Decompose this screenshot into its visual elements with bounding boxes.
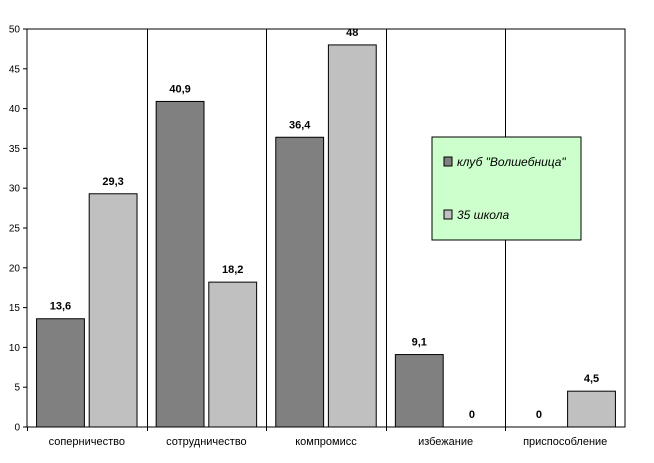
y-tick-label: 40 bbox=[9, 104, 21, 115]
y-tick-label: 0 bbox=[14, 423, 20, 434]
bar bbox=[275, 136, 325, 428]
data-label: 0 bbox=[469, 409, 475, 421]
data-label: 18,2 bbox=[222, 264, 243, 276]
bar bbox=[155, 100, 205, 428]
y-tick-label: 45 bbox=[9, 64, 21, 75]
x-tick-label: сотрудничество bbox=[166, 436, 247, 448]
data-label: 40,9 bbox=[169, 83, 190, 95]
bar bbox=[208, 281, 258, 428]
legend-swatch bbox=[443, 209, 453, 220]
data-label: 48 bbox=[346, 27, 358, 39]
legend: клуб "Волшебница" 35 школа bbox=[431, 136, 582, 241]
bars bbox=[36, 44, 616, 428]
data-label: 4,5 bbox=[584, 373, 599, 385]
y-axis: 0 5 10 15 20 25 30 35 40 45 50 bbox=[9, 25, 27, 434]
data-label: 9,1 bbox=[412, 337, 427, 349]
x-tick-label: избежание bbox=[418, 436, 473, 448]
y-tick-label: 25 bbox=[9, 224, 21, 235]
data-label: 0 bbox=[536, 409, 542, 421]
x-tick-label: приспособление bbox=[523, 436, 607, 448]
y-tick-label: 15 bbox=[9, 303, 21, 314]
x-tick-label: компромисс bbox=[295, 436, 357, 448]
y-tick-label: 30 bbox=[9, 184, 21, 195]
data-label: 36,4 bbox=[289, 119, 311, 131]
bar bbox=[394, 354, 444, 428]
data-label: 13,6 bbox=[50, 301, 71, 313]
x-axis: соперничество сотрудничество компромисс изб… bbox=[27, 427, 607, 448]
legend-box bbox=[431, 136, 582, 241]
y-tick-label: 5 bbox=[14, 383, 20, 394]
y-tick-label: 35 bbox=[9, 144, 21, 155]
y-tick-label: 20 bbox=[9, 263, 21, 274]
bar bbox=[567, 390, 616, 428]
x-tick-label: соперничество bbox=[49, 436, 125, 448]
y-tick-label: 10 bbox=[9, 343, 21, 354]
bar bbox=[88, 193, 138, 428]
legend-swatch bbox=[443, 156, 453, 167]
data-labels: 13,6 40,9 36,4 9,1 0 29,3 18,2 48 0 4,5 bbox=[50, 27, 599, 421]
legend-label: клуб "Волшебница" bbox=[457, 155, 566, 169]
bar bbox=[327, 44, 377, 428]
legend-label: 35 школа bbox=[457, 208, 509, 222]
bar bbox=[36, 318, 85, 428]
data-label: 29,3 bbox=[102, 176, 123, 188]
y-tick-label: 50 bbox=[9, 25, 21, 36]
